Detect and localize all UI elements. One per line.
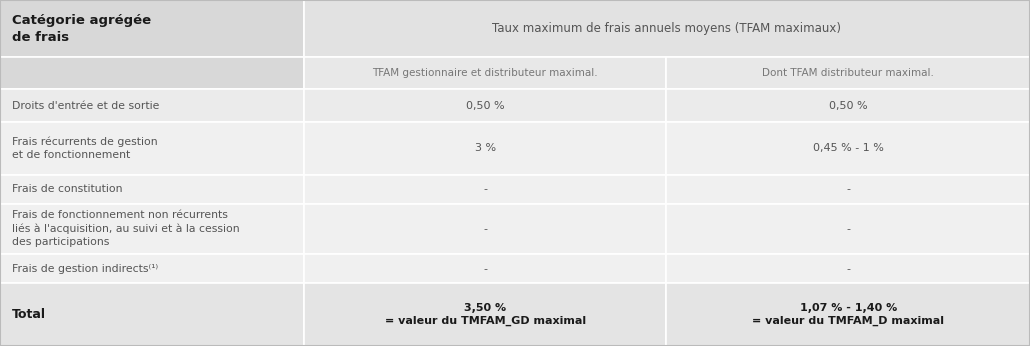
Bar	[0, 204, 304, 254]
Text: Frais récurrents de gestion
et de fonctionnement: Frais récurrents de gestion et de foncti…	[12, 137, 158, 160]
Text: Taux maximum de frais annuels moyens (TFAM maximaux): Taux maximum de frais annuels moyens (TF…	[492, 22, 842, 35]
Bar	[666, 254, 1030, 283]
Bar	[304, 175, 666, 204]
Text: Dont TFAM distributeur maximal.: Dont TFAM distributeur maximal.	[762, 68, 934, 78]
Text: 0,50 %: 0,50 %	[829, 101, 867, 111]
Text: 1,07 % - 1,40 %
= valeur du TMFAM_D maximal: 1,07 % - 1,40 % = valeur du TMFAM_D maxi…	[752, 303, 945, 326]
Bar	[0, 122, 304, 175]
Bar	[0, 89, 304, 122]
Text: Frais de constitution: Frais de constitution	[12, 184, 123, 194]
Bar	[0, 254, 304, 283]
Text: -: -	[847, 224, 850, 234]
Text: 0,45 % - 1 %: 0,45 % - 1 %	[813, 144, 884, 153]
Text: Droits d'entrée et de sortie: Droits d'entrée et de sortie	[12, 101, 160, 111]
Bar	[0, 283, 304, 346]
Bar	[666, 89, 1030, 122]
Text: -: -	[847, 264, 850, 274]
Bar	[304, 204, 666, 254]
Text: -: -	[483, 264, 487, 274]
Text: -: -	[847, 184, 850, 194]
Text: Total: Total	[12, 308, 46, 321]
Bar	[666, 204, 1030, 254]
Text: TFAM gestionnaire et distributeur maximal.: TFAM gestionnaire et distributeur maxima…	[372, 68, 598, 78]
Text: Frais de fonctionnement non récurrents
liés à l'acquisition, au suivi et à la ce: Frais de fonctionnement non récurrents l…	[12, 210, 240, 247]
Bar	[666, 283, 1030, 346]
Bar	[304, 254, 666, 283]
Bar	[304, 122, 666, 175]
Bar	[0, 57, 304, 89]
Text: 0,50 %: 0,50 %	[466, 101, 505, 111]
Bar	[304, 0, 1030, 57]
Bar	[666, 175, 1030, 204]
Bar	[304, 57, 666, 89]
Text: Frais de gestion indirects⁽¹⁾: Frais de gestion indirects⁽¹⁾	[12, 264, 159, 274]
Bar	[666, 57, 1030, 89]
Bar	[304, 283, 666, 346]
Text: -: -	[483, 224, 487, 234]
Bar	[0, 175, 304, 204]
Text: Catégorie agrégée
de frais: Catégorie agrégée de frais	[12, 14, 151, 44]
Text: -: -	[483, 184, 487, 194]
Bar	[666, 122, 1030, 175]
Bar	[304, 89, 666, 122]
Text: 3 %: 3 %	[475, 144, 495, 153]
Bar	[0, 0, 304, 57]
Text: 3,50 %
= valeur du TMFAM_GD maximal: 3,50 % = valeur du TMFAM_GD maximal	[384, 303, 586, 326]
